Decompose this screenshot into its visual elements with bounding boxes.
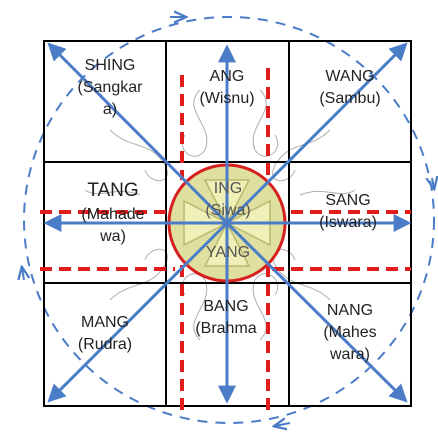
cell-southeast: NANG (Mahes wara) <box>300 300 400 366</box>
arrow-northeast-icon <box>225 42 408 225</box>
cell-deity: (Sambu) <box>319 90 381 107</box>
cell-deity-cont: a) <box>102 101 118 118</box>
cell-deity: (Siwa) <box>205 202 251 219</box>
cell-northwest: SHING (Sangkar a) <box>60 55 160 121</box>
cell-name: BANG <box>203 298 249 315</box>
cell-north: ANG (Wisnu) <box>182 66 272 110</box>
cell-deity: (Brahma <box>195 320 257 337</box>
arrow-southeast-icon <box>225 221 408 403</box>
cell-deity: (Rudra) <box>77 336 133 353</box>
cell-name: ANG <box>209 68 245 85</box>
cell-deity: (Iswara) <box>319 214 377 231</box>
orbit-arrow-bottom-icon <box>275 423 291 426</box>
cell-name: MANG <box>81 314 129 331</box>
red-dashed-lines <box>40 68 411 410</box>
cell-name: WANG <box>325 68 375 85</box>
cell-name: SHING <box>84 57 136 74</box>
arrow-southwest-icon <box>47 221 229 403</box>
cell-northeast: WANG (Sambu) <box>300 66 400 110</box>
cell-deity-cont: wara) <box>329 346 370 363</box>
cell-deity: (Wisnu) <box>199 90 255 107</box>
orbit-arrow-left-icon <box>22 268 24 280</box>
arrows <box>43 42 412 404</box>
cell-south: BANG (Brahma <box>184 296 268 340</box>
cell-east: SANG (Iswara) <box>298 190 398 234</box>
cell-deity-cont: wa) <box>100 228 126 245</box>
dashed-orbit-icon <box>23 16 435 424</box>
lotus-ornament-icon <box>84 89 356 341</box>
cell-southwest: MANG (Rudra) <box>55 312 155 356</box>
cell-name: NANG <box>326 302 374 319</box>
orbit-arrow-right-icon <box>432 178 434 188</box>
cell-extra: YANG <box>205 244 251 261</box>
cell-name: ING <box>213 180 243 197</box>
cell-name: SANG <box>325 192 371 209</box>
cell-west: TANG (Mahade wa) <box>58 178 168 248</box>
cell-deity: (Mahade <box>81 206 145 223</box>
cell-deity: (Sangkar <box>77 79 143 96</box>
cell-center: ING (Siwa) YANG <box>190 178 266 264</box>
cell-name: TANG <box>87 180 139 201</box>
arrow-northwest-icon <box>47 42 229 225</box>
cell-deity: (Mahes <box>323 324 377 341</box>
